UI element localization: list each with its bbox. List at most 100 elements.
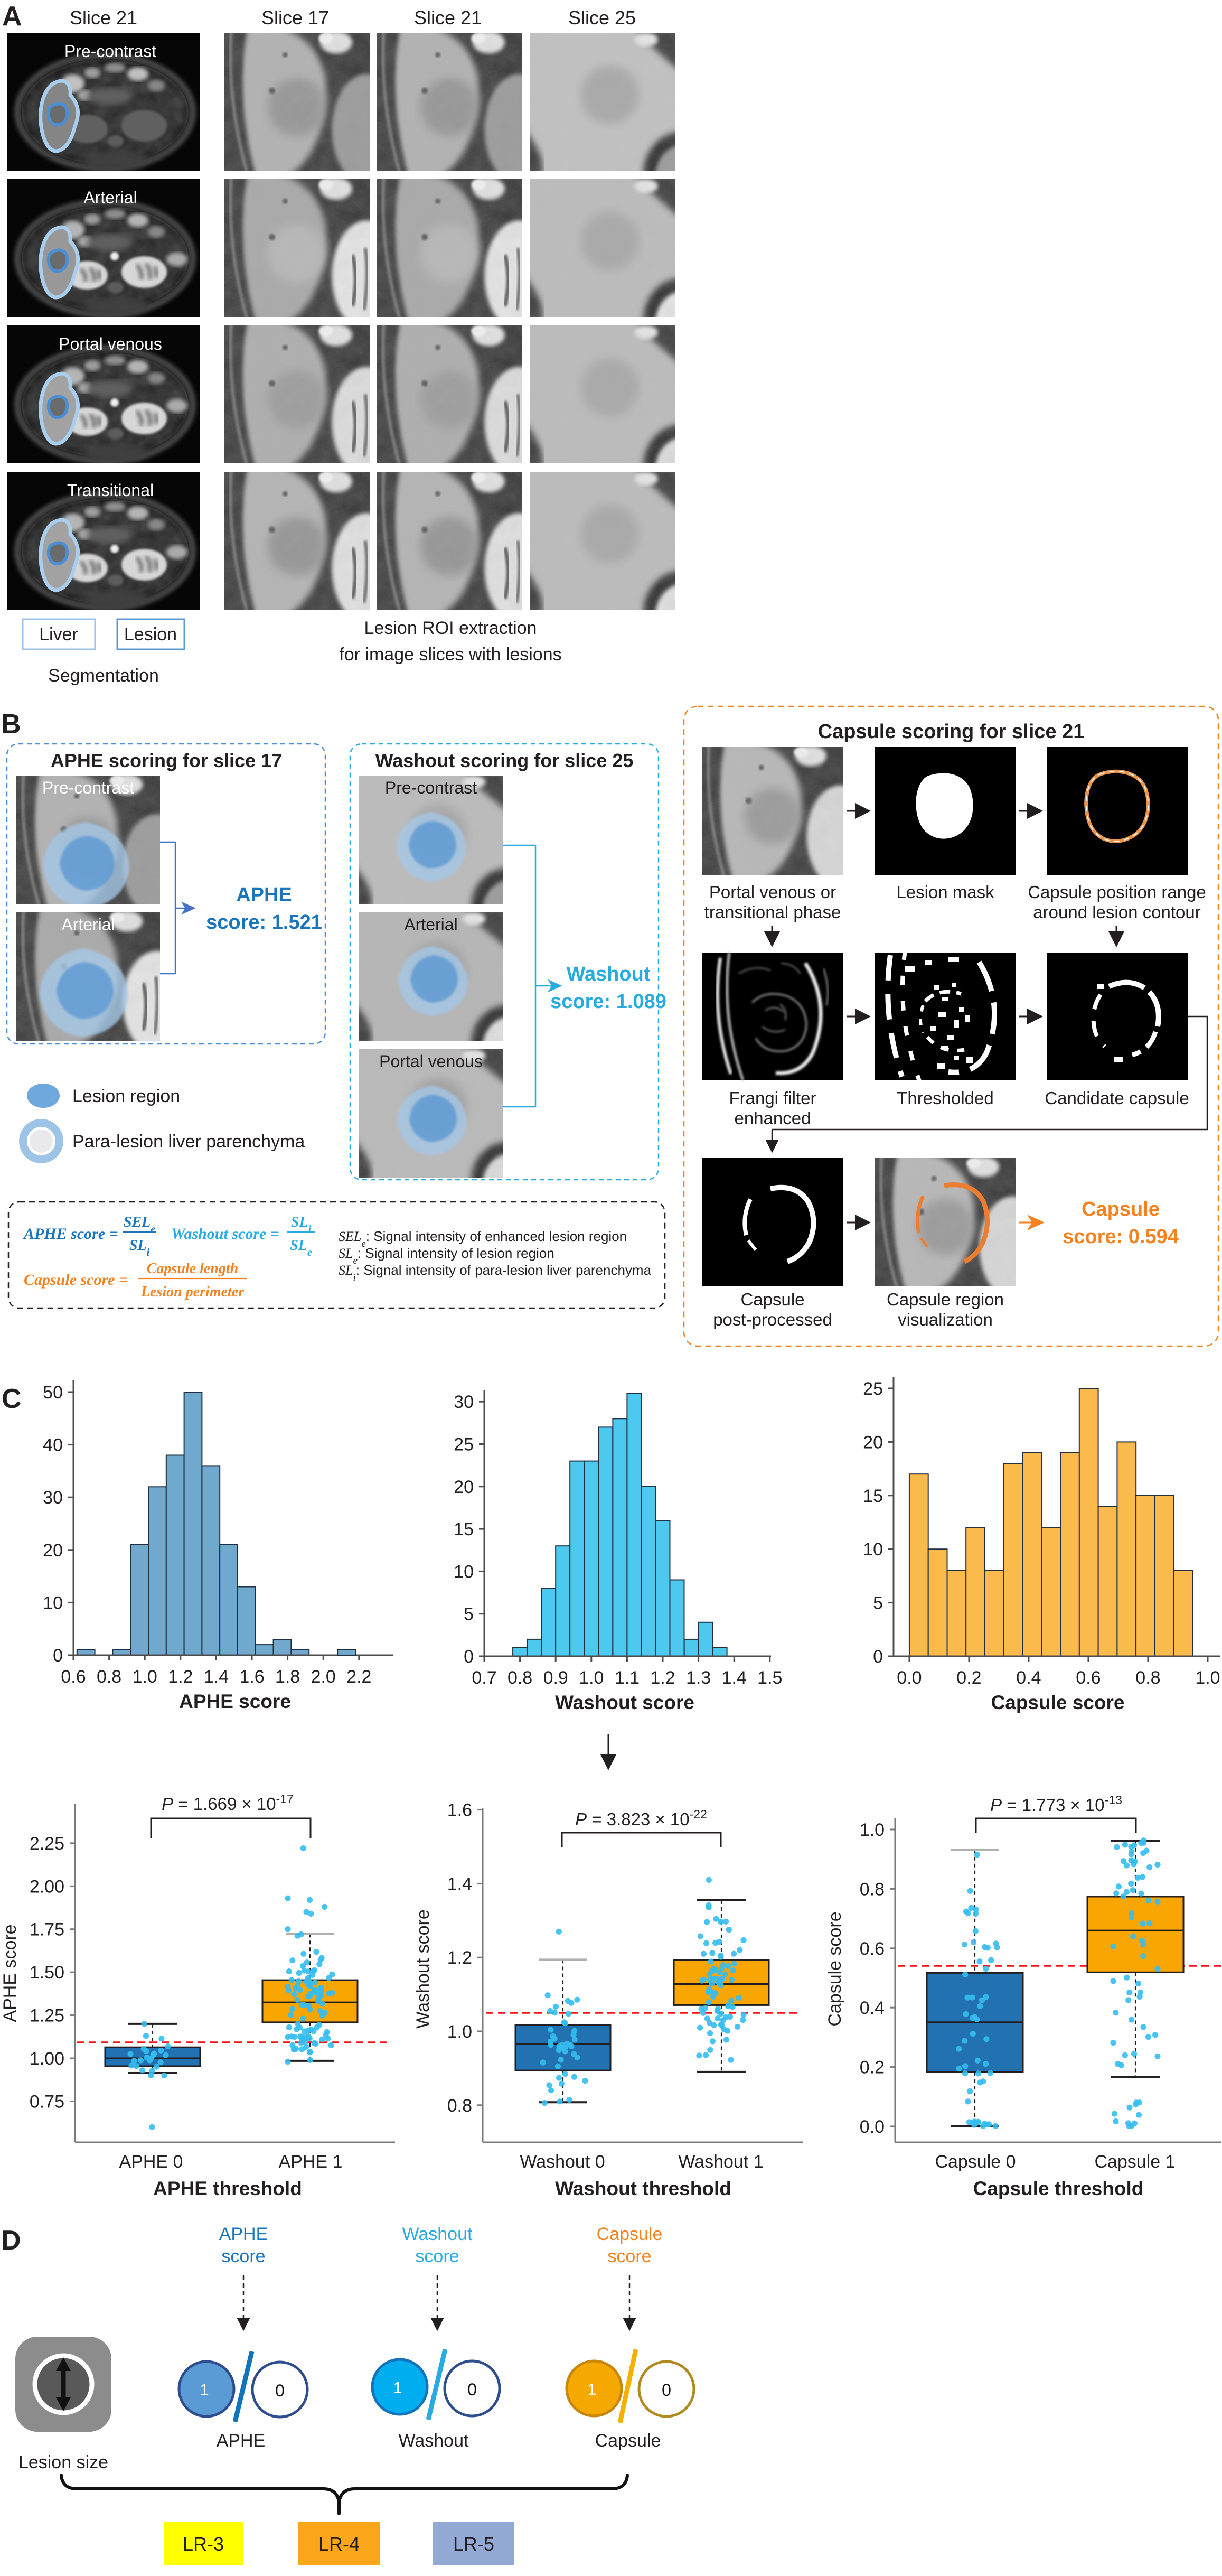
svg-text:1.50: 1.50 — [30, 1963, 64, 1983]
svg-text:APHE: APHE — [217, 2431, 266, 2451]
svg-text:score: 1.521: score: 1.521 — [206, 911, 322, 934]
svg-text:APHE score: APHE score — [179, 1691, 291, 1712]
svg-text:1.4: 1.4 — [722, 1668, 747, 1688]
svg-text:Segmentation: Segmentation — [48, 666, 159, 686]
svg-text:LR-4: LR-4 — [318, 2533, 360, 2555]
svg-text:Washout 0: Washout 0 — [520, 2152, 605, 2172]
svg-text:2.00: 2.00 — [30, 1877, 64, 1897]
svg-text:Capsule threshold: Capsule threshold — [973, 2178, 1144, 2199]
svg-text:Portal venous: Portal venous — [379, 1052, 483, 1071]
svg-text:Capsule: Capsule — [1082, 1198, 1160, 1220]
svg-text:1.3: 1.3 — [686, 1668, 711, 1688]
svg-text:Capsule scoring for slice 21: Capsule scoring for slice 21 — [818, 721, 1085, 743]
svg-text:APHE score: APHE score — [0, 1924, 20, 2022]
svg-text:Arterial: Arterial — [61, 915, 115, 934]
svg-text:5: 5 — [873, 1593, 883, 1613]
svg-text:25: 25 — [863, 1379, 883, 1399]
svg-text:0.8: 0.8 — [97, 1667, 121, 1687]
svg-text:Slice 21: Slice 21 — [70, 7, 137, 29]
svg-text:P = 3.823 × 10-22: P = 3.823 × 10-22 — [575, 1807, 707, 1829]
svg-text:Capsule: Capsule — [740, 1290, 804, 1309]
svg-text:15: 15 — [454, 1519, 474, 1539]
svg-text:0.8: 0.8 — [1135, 1668, 1160, 1688]
svg-text:0.8: 0.8 — [447, 2096, 472, 2116]
svg-text:score: score — [415, 2246, 459, 2266]
svg-text:D: D — [1, 2225, 21, 2256]
svg-text:Washout scoring for slice 25: Washout scoring for slice 25 — [375, 750, 634, 771]
svg-text:Capsule region: Capsule region — [887, 1290, 1004, 1309]
svg-text:20: 20 — [43, 1541, 63, 1561]
svg-text:0.6: 0.6 — [61, 1667, 86, 1687]
svg-text:1.8: 1.8 — [275, 1667, 300, 1687]
svg-text:visualization: visualization — [898, 1310, 993, 1329]
svg-text:Capsule position range: Capsule position range — [1028, 882, 1206, 902]
svg-text:Capsule 1: Capsule 1 — [1094, 2152, 1175, 2172]
svg-text:Lesion region: Lesion region — [72, 1086, 180, 1106]
svg-text:Capsule: Capsule — [595, 2431, 661, 2451]
svg-text:25: 25 — [454, 1435, 474, 1455]
svg-text:Pre-contrast: Pre-contrast — [42, 778, 134, 797]
svg-text:0: 0 — [53, 1646, 63, 1666]
svg-text:10: 10 — [863, 1539, 883, 1560]
svg-text:Washout 1: Washout 1 — [678, 2152, 763, 2172]
svg-text:enhanced: enhanced — [735, 1108, 811, 1128]
svg-text:LR-5: LR-5 — [453, 2533, 494, 2555]
svg-text:Lesion perimeter: Lesion perimeter — [140, 1284, 245, 1300]
svg-text:B: B — [1, 709, 21, 740]
svg-text:APHE scoring for slice 17: APHE scoring for slice 17 — [51, 750, 282, 771]
svg-text:40: 40 — [43, 1435, 63, 1455]
svg-text:APHE 0: APHE 0 — [119, 2152, 183, 2172]
svg-text:1.6: 1.6 — [239, 1667, 264, 1687]
svg-text:Liver: Liver — [39, 624, 78, 645]
svg-text:post-processed: post-processed — [713, 1310, 832, 1329]
svg-text:Portal venous: Portal venous — [59, 334, 162, 353]
svg-text:1.0: 1.0 — [579, 1668, 604, 1688]
svg-text:1.0: 1.0 — [133, 1667, 157, 1687]
svg-text:1.4: 1.4 — [204, 1667, 229, 1687]
svg-text:5: 5 — [464, 1604, 474, 1625]
svg-text:Capsule score: Capsule score — [825, 1911, 845, 2026]
svg-text:1.2: 1.2 — [650, 1668, 675, 1688]
svg-text:1: 1 — [393, 2378, 402, 2397]
svg-text:0: 0 — [464, 1647, 474, 1667]
svg-text:1.5: 1.5 — [757, 1668, 782, 1688]
svg-text:0.8: 0.8 — [507, 1668, 532, 1688]
svg-text:Transitional: Transitional — [67, 481, 154, 500]
svg-text:Capsule length: Capsule length — [147, 1261, 238, 1277]
svg-text:Slice 17: Slice 17 — [261, 7, 329, 29]
svg-text:Candidate capsule: Candidate capsule — [1045, 1088, 1189, 1108]
svg-text:0.2: 0.2 — [860, 2058, 885, 2078]
svg-text:A: A — [2, 1, 22, 32]
svg-text:15: 15 — [863, 1486, 883, 1506]
svg-text:10: 10 — [454, 1562, 474, 1582]
svg-text:1.00: 1.00 — [30, 2049, 64, 2069]
svg-text:score: 1.089: score: 1.089 — [550, 991, 666, 1013]
svg-text:0: 0 — [873, 1647, 883, 1667]
svg-text:Lesion size: Lesion size — [18, 2452, 108, 2472]
svg-text:1.2: 1.2 — [168, 1667, 193, 1687]
svg-text:around lesion contour: around lesion contour — [1033, 902, 1200, 922]
svg-text:APHE 1: APHE 1 — [279, 2152, 343, 2172]
svg-text:Washout: Washout — [402, 2224, 473, 2244]
svg-text:0.4: 0.4 — [1016, 1668, 1041, 1688]
svg-text:1.6: 1.6 — [447, 1800, 472, 1821]
svg-text:Capsule score =: Capsule score = — [24, 1271, 128, 1289]
svg-text:Lesion mask: Lesion mask — [896, 882, 994, 902]
svg-text:APHE: APHE — [236, 884, 292, 906]
svg-text:0: 0 — [275, 2381, 285, 2400]
svg-text:Washout score =: Washout score = — [171, 1225, 279, 1243]
svg-text:Washout score: Washout score — [555, 1692, 694, 1713]
svg-text:1.0: 1.0 — [447, 2022, 472, 2042]
svg-text:Arterial: Arterial — [404, 915, 457, 934]
svg-text:1.0: 1.0 — [860, 1820, 885, 1840]
svg-text:2.0: 2.0 — [311, 1667, 336, 1687]
svg-text:10: 10 — [43, 1593, 63, 1613]
svg-text:P = 1.773 × 10-13: P = 1.773 × 10-13 — [990, 1793, 1122, 1815]
svg-text:1: 1 — [200, 2381, 209, 2399]
svg-text:Washout score: Washout score — [413, 1909, 433, 2029]
svg-text:0.9: 0.9 — [543, 1668, 568, 1688]
svg-text:Slice 25: Slice 25 — [568, 7, 636, 29]
svg-text:score: 0.594: score: 0.594 — [1063, 1226, 1179, 1248]
svg-text:APHE: APHE — [219, 2224, 268, 2244]
svg-text:0.8: 0.8 — [860, 1879, 885, 1899]
